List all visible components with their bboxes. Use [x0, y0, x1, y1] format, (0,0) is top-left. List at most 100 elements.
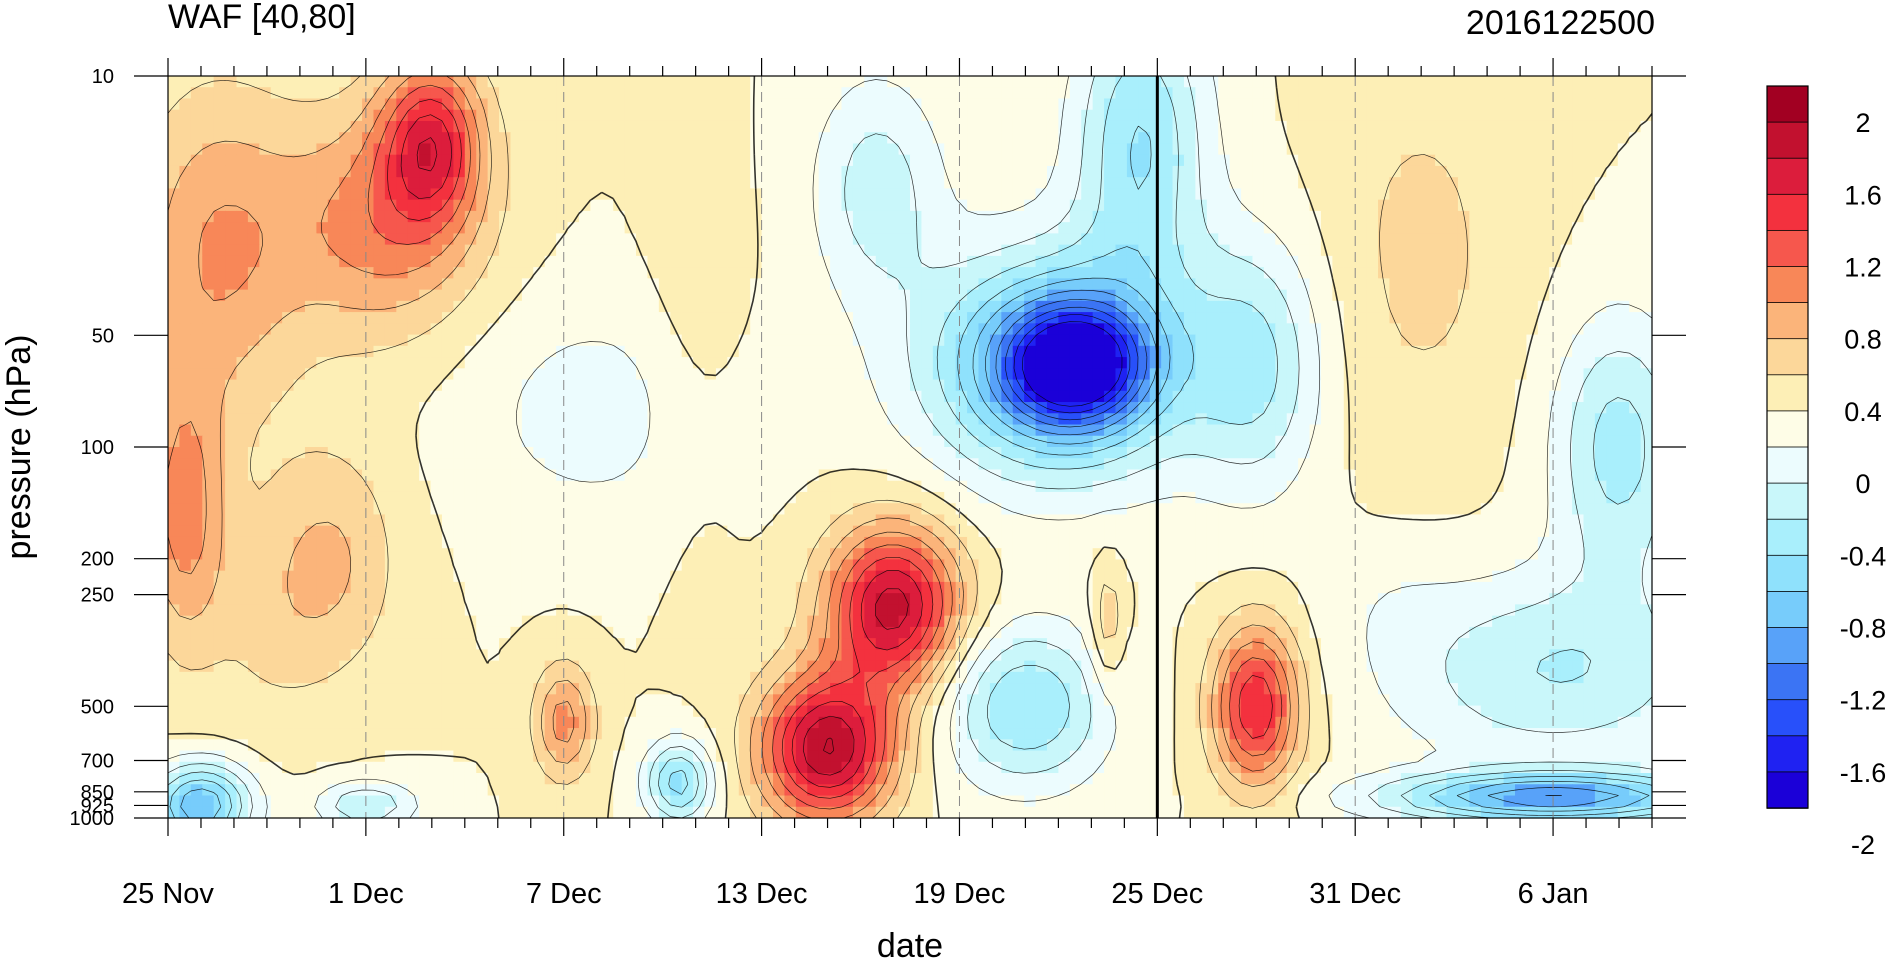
contour-cell: [898, 379, 911, 392]
contour-cell: [636, 402, 649, 414]
contour-cell: [1298, 255, 1311, 268]
contour-cell: [955, 458, 968, 471]
contour-cell: [921, 188, 934, 201]
contour-cell: [350, 255, 363, 268]
contour-cell: [1572, 289, 1585, 302]
contour-cell: [556, 267, 569, 279]
contour-cell: [1138, 267, 1151, 279]
contour-cell: [1229, 76, 1242, 88]
contour-cell: [967, 435, 980, 448]
contour-cell: [293, 165, 306, 178]
contour-cell: [1092, 447, 1105, 459]
contour-cell: [1378, 233, 1391, 246]
contour-cell: [932, 278, 945, 291]
contour-cell: [932, 244, 945, 257]
contour-cell: [1012, 177, 1025, 190]
contour-cell: [419, 390, 432, 403]
contour-cell: [784, 289, 797, 302]
contour-cell: [1126, 458, 1139, 471]
contour-cell: [727, 413, 740, 426]
contour-cell: [282, 132, 295, 145]
contour-cell: [1594, 469, 1607, 482]
contour-cell: [750, 244, 763, 257]
contour-cell: [1286, 402, 1299, 414]
contour-cell: [807, 120, 820, 133]
contour-cell: [259, 300, 272, 313]
contour-cell: [1469, 357, 1482, 369]
contour-cell: [704, 379, 717, 392]
contour-cell: [1218, 87, 1231, 100]
contour-cell: [293, 222, 306, 234]
contour-cell: [1286, 334, 1299, 347]
contour-cell: [784, 87, 797, 100]
contour-cell: [898, 120, 911, 133]
contour-cell: [1629, 458, 1642, 471]
contour-cell: [236, 491, 249, 504]
contour-cell: [304, 357, 317, 369]
contour-cell: [1355, 76, 1368, 88]
contour-cell: [1309, 87, 1322, 100]
contour-cell: [533, 469, 546, 482]
contour-cell: [247, 413, 260, 426]
contour-cell: [944, 222, 957, 234]
contour-cell: [852, 469, 865, 482]
contour-cell: [1149, 447, 1162, 459]
contour-cell: [1537, 87, 1550, 100]
contour-cell: [932, 435, 945, 448]
contour-cell: [1480, 458, 1493, 471]
contour-cell: [190, 120, 203, 133]
contour-cell: [807, 469, 820, 482]
contour-cell: [1149, 120, 1162, 133]
contour-cell: [1515, 390, 1528, 403]
contour-cell: [1549, 222, 1562, 234]
contour-cell: [1640, 154, 1653, 167]
contour-cell: [533, 323, 546, 336]
contour-cell: [567, 503, 580, 516]
contour-cell: [1024, 379, 1037, 392]
contour-cell: [1343, 210, 1356, 223]
contour-cell: [989, 435, 1002, 448]
contour-cell: [339, 143, 352, 156]
contour-cell: [875, 120, 888, 133]
contour-cell: [1332, 98, 1345, 111]
contour-cell: [441, 424, 454, 437]
contour-cell: [396, 98, 409, 111]
contour-cell: [658, 491, 671, 504]
contour-cell: [339, 300, 352, 313]
contour-cell: [795, 413, 808, 426]
contour-cell: [910, 87, 923, 100]
contour-cell: [1629, 480, 1642, 493]
contour-cell: [704, 120, 717, 133]
contour-cell: [510, 480, 523, 493]
contour-cell: [1229, 87, 1242, 100]
contour-cell: [613, 435, 626, 448]
contour-cell: [738, 132, 751, 145]
contour-cell: [1572, 357, 1585, 369]
contour-cell: [236, 447, 249, 459]
contour-cell: [282, 413, 295, 426]
contour-cell: [1560, 390, 1573, 403]
contour-cell: [373, 255, 386, 268]
contour-cell: [476, 199, 489, 212]
contour-cell: [681, 413, 694, 426]
contour-cell: [1024, 289, 1037, 302]
contour-cell: [533, 312, 546, 324]
contour-cell: [578, 390, 591, 403]
contour-cell: [1594, 210, 1607, 223]
contour-cell: [510, 390, 523, 403]
contour-cell: [441, 143, 454, 156]
contour-cell: [1560, 199, 1573, 212]
contour-cell: [339, 413, 352, 426]
contour-cell: [1206, 480, 1219, 493]
contour-cell: [202, 109, 215, 122]
contour-cell: [1195, 345, 1208, 358]
contour-cell: [1343, 177, 1356, 190]
contour-cell: [898, 165, 911, 178]
contour-cell: [407, 480, 420, 493]
contour-cell: [624, 447, 637, 459]
contour-cell: [989, 402, 1002, 414]
contour-cell: [453, 222, 466, 234]
contour-cell: [316, 132, 329, 145]
contour-cell: [658, 267, 671, 279]
contour-cell: [715, 424, 728, 437]
